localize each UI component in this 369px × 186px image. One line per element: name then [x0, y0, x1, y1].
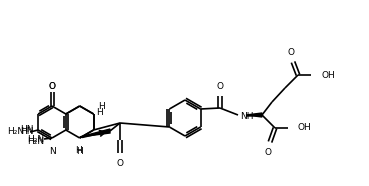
Text: O: O [265, 148, 272, 157]
Text: O: O [117, 159, 124, 168]
Text: NH: NH [240, 111, 254, 121]
Text: H: H [97, 108, 103, 116]
Text: OH: OH [321, 70, 335, 79]
Text: O: O [48, 81, 55, 91]
Text: H₂N: H₂N [27, 135, 45, 145]
Text: HN: HN [20, 126, 33, 134]
Text: O: O [287, 48, 294, 57]
Text: O: O [217, 82, 224, 91]
Text: H₂N: H₂N [7, 127, 24, 137]
Text: H₂N: H₂N [27, 137, 45, 145]
Text: N: N [49, 147, 55, 156]
Text: H: H [99, 102, 105, 111]
Text: HN: HN [20, 126, 33, 135]
Text: H: H [75, 146, 82, 155]
Polygon shape [80, 129, 110, 137]
Text: H: H [76, 147, 83, 156]
Text: OH: OH [298, 124, 312, 132]
Polygon shape [246, 113, 262, 117]
Text: O: O [48, 81, 55, 91]
